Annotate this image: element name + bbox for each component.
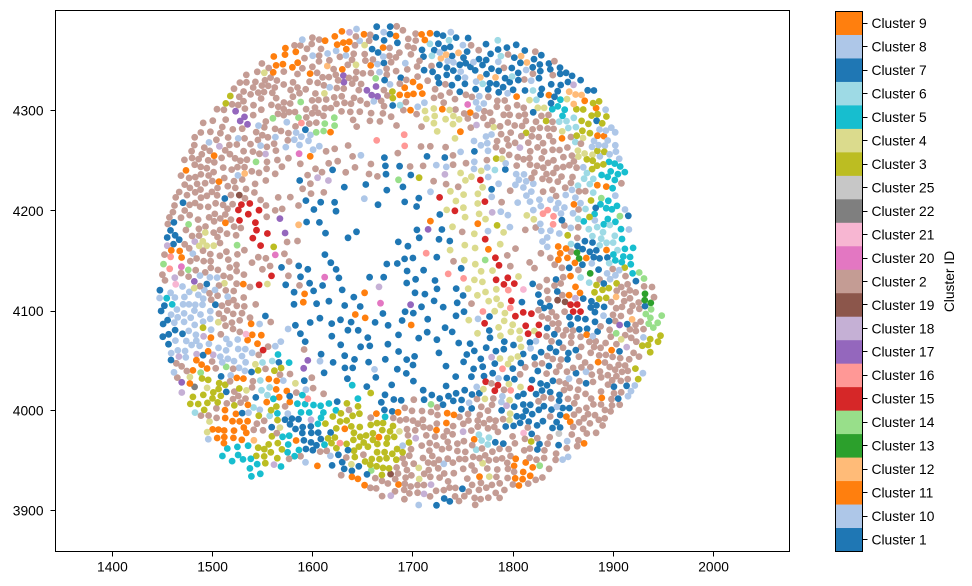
svg-text:Cluster 10: Cluster 10: [872, 509, 935, 524]
svg-text:Cluster 13: Cluster 13: [872, 439, 935, 454]
svg-text:Cluster 1: Cluster 1: [872, 533, 927, 548]
svg-text:2000: 2000: [698, 560, 729, 575]
svg-text:1900: 1900: [598, 560, 629, 575]
svg-text:Cluster 20: Cluster 20: [872, 251, 935, 266]
svg-text:4300: 4300: [13, 104, 44, 119]
svg-text:Cluster 18: Cluster 18: [872, 321, 935, 336]
svg-text:Cluster 21: Cluster 21: [872, 227, 935, 242]
svg-text:Cluster 8: Cluster 8: [872, 40, 928, 55]
svg-text:4100: 4100: [13, 304, 44, 319]
svg-text:1400: 1400: [97, 560, 128, 575]
svg-text:1500: 1500: [197, 560, 228, 575]
svg-text:1800: 1800: [498, 560, 529, 575]
svg-text:4000: 4000: [13, 404, 44, 419]
svg-text:Cluster 5: Cluster 5: [872, 110, 928, 125]
svg-text:Cluster 17: Cluster 17: [872, 345, 935, 360]
svg-text:Cluster 15: Cluster 15: [872, 392, 935, 407]
svg-text:Cluster 25: Cluster 25: [872, 180, 935, 195]
svg-text:Cluster 22: Cluster 22: [872, 204, 935, 219]
svg-text:Cluster 2: Cluster 2: [872, 274, 927, 289]
svg-text:Cluster 16: Cluster 16: [872, 368, 935, 383]
svg-text:Cluster 3: Cluster 3: [872, 157, 928, 172]
svg-text:1700: 1700: [398, 560, 429, 575]
svg-text:Cluster 14: Cluster 14: [872, 415, 935, 430]
svg-text:Cluster 6: Cluster 6: [872, 86, 928, 101]
svg-text:Cluster 11: Cluster 11: [872, 486, 934, 501]
svg-text:Cluster 7: Cluster 7: [872, 63, 927, 78]
svg-text:Cluster 19: Cluster 19: [872, 298, 935, 313]
svg-text:4200: 4200: [13, 204, 44, 219]
svg-text:Cluster ID: Cluster ID: [942, 251, 957, 312]
svg-text:Cluster 4: Cluster 4: [872, 133, 928, 148]
svg-text:3900: 3900: [13, 504, 44, 519]
svg-text:Cluster 12: Cluster 12: [872, 462, 935, 477]
svg-text:1600: 1600: [297, 560, 328, 575]
svg-text:Cluster 9: Cluster 9: [872, 16, 928, 31]
